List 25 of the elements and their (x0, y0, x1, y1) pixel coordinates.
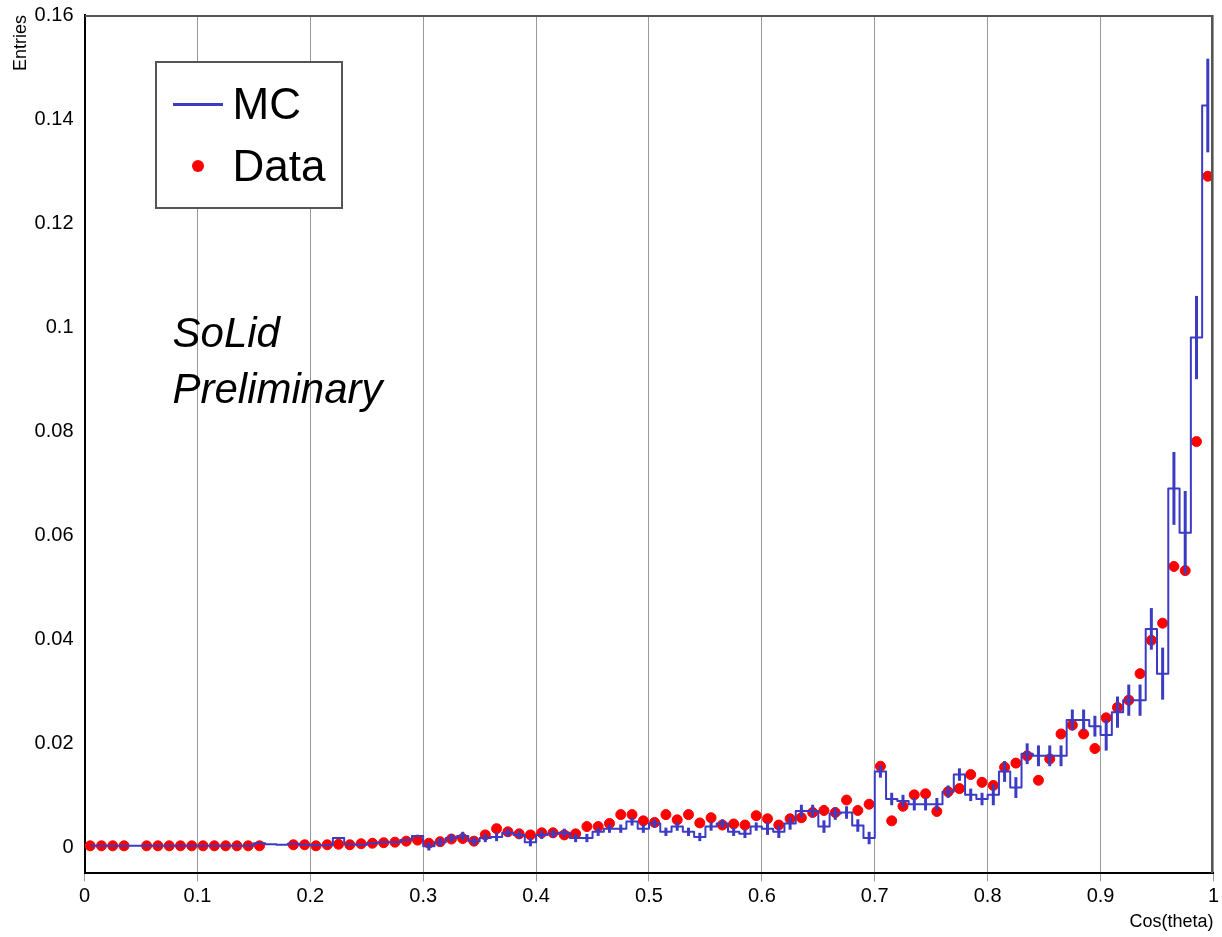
legend-label: MC (232, 78, 301, 130)
legend-label: Data (232, 140, 326, 192)
y-tick-label: 0.12 (34, 210, 74, 233)
annotation: SoLid Preliminary (172, 308, 386, 414)
x-tick-label: 0.6 (747, 883, 776, 906)
x-tick-label: 0.9 (1086, 883, 1115, 906)
x-tick-label: 1 (1207, 883, 1219, 906)
y-tick-label: 0.08 (34, 418, 74, 441)
x-tick-label: 0.5 (635, 883, 663, 906)
y-tick-label: 0 (62, 834, 74, 857)
x-tick-label: 0.3 (409, 883, 438, 906)
y-tick-label: 0.1 (45, 314, 74, 337)
x-tick-label: 0.2 (296, 883, 325, 906)
x-tick-label: 0.8 (973, 883, 1002, 906)
y-axis-title: Entries (9, 15, 30, 72)
x-tick-label: 0 (78, 883, 91, 906)
y-tick-label: 0.04 (34, 626, 74, 649)
x-axis-title: Cos(theta) (1129, 911, 1214, 932)
x-tick-label: 0.4 (522, 883, 550, 906)
y-tick-label: 0.16 (34, 2, 74, 25)
x-tick-label: 0.1 (183, 883, 212, 906)
x-tick-label: 0.7 (860, 883, 889, 906)
y-tick-label: 0.02 (34, 730, 74, 753)
y-tick-label: 0.06 (34, 522, 74, 545)
y-tick-label: 0.14 (34, 106, 74, 129)
